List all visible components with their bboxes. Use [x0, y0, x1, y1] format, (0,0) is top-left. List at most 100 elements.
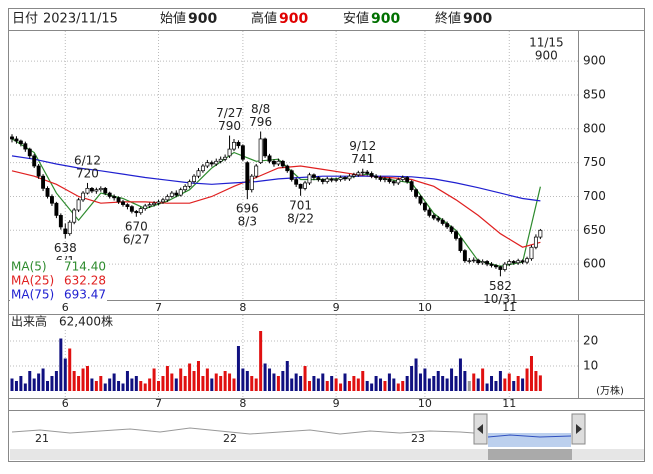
volume-bar [19, 376, 23, 391]
volume-bar [356, 378, 360, 391]
volume-bar [307, 381, 311, 391]
volume-bar [81, 368, 85, 391]
candle-body [285, 165, 290, 172]
candle-body [427, 209, 432, 216]
candle-body [440, 219, 445, 224]
volume-bar [232, 378, 236, 391]
volume-bar [174, 378, 178, 391]
candle-body [63, 228, 68, 235]
annotation-price: 796 [249, 115, 272, 129]
volume-bar [134, 376, 138, 391]
volume-bar [125, 371, 129, 391]
volume-bar [201, 376, 205, 391]
volume-bar [276, 376, 280, 391]
handle-arrow [576, 424, 582, 434]
legend-value: 714.40 [64, 260, 106, 274]
candle-body [89, 187, 94, 192]
candle-body [347, 175, 352, 180]
volume-bar [121, 383, 125, 391]
scrollbar[interactable] [10, 449, 644, 460]
annotation-price: 790 [218, 119, 241, 133]
volume-bar [512, 381, 516, 391]
candle-body [138, 208, 143, 214]
candle-body [471, 259, 476, 262]
candle-body [10, 136, 14, 140]
candle-body [125, 204, 130, 207]
handle-arrow [477, 424, 483, 434]
volume-bar [10, 378, 14, 391]
candle-body [356, 172, 361, 176]
volume-bar [37, 373, 41, 391]
volume-bar [290, 378, 294, 391]
y-tick-label: 600 [583, 257, 606, 271]
candle-body [178, 189, 183, 196]
volume-bar [352, 376, 356, 391]
candle-body [369, 173, 374, 177]
candle-body [343, 177, 347, 180]
candle-body [507, 261, 512, 265]
volume-bar [23, 383, 27, 391]
navigator-line [11, 427, 475, 435]
candle-body [307, 174, 312, 184]
volume-bar [214, 373, 218, 391]
candle-body [422, 202, 427, 211]
candle-body [116, 197, 121, 203]
volume-bar [445, 378, 449, 391]
ma-line [11, 155, 541, 202]
candle-body [378, 177, 383, 180]
volume-bar [316, 378, 320, 391]
annotation-price: 582 [489, 279, 512, 293]
candle-body [511, 261, 516, 264]
x-tick-label: 10 [418, 301, 432, 314]
volume-bar [387, 373, 391, 391]
volume-unit: (万株) [596, 384, 624, 397]
y-tick-label: 750 [583, 155, 606, 169]
legend-name: MA(25) [11, 274, 54, 288]
x-tick-label: 6 [62, 301, 69, 314]
candle-body [462, 250, 467, 262]
volume-bar [148, 378, 152, 391]
volume-bar [192, 371, 196, 391]
volume-bar [117, 381, 121, 391]
legend-value: 632.28 [64, 274, 106, 288]
volume-bar [268, 368, 272, 391]
volume-bar [441, 376, 445, 391]
high-label: 高値 [251, 11, 277, 27]
open-label: 始値 [160, 11, 186, 27]
volume-bar [254, 378, 258, 391]
x-tick-label: 11 [502, 301, 516, 314]
annotation-price: 638 [54, 241, 77, 255]
candle-body [267, 155, 272, 162]
volume-bar [245, 371, 249, 391]
candle-body [169, 192, 174, 197]
candle-body [502, 263, 507, 270]
y-tick-label: 900 [583, 54, 606, 68]
volume-bar [188, 363, 192, 391]
candle-body [294, 179, 299, 185]
scrollbar-thumb[interactable] [488, 449, 572, 460]
annotation-date: 9/12 [349, 139, 376, 153]
navigator-label: 23 [411, 432, 425, 445]
candle-body [263, 138, 268, 157]
date: 2023/11/15 [43, 12, 118, 27]
volume-bar [418, 373, 422, 391]
candle-body [218, 158, 223, 162]
volume-bar [432, 376, 436, 391]
candle-body [72, 209, 77, 223]
y-tick-label: 850 [583, 87, 606, 101]
volume-bar [28, 371, 32, 391]
navigator-label: 21 [35, 432, 49, 445]
volume-bar [54, 371, 58, 391]
volume-bar [241, 368, 245, 391]
volume-bar [476, 378, 480, 391]
candle-body [334, 179, 339, 181]
candle-body [431, 215, 436, 219]
candle-body [489, 263, 494, 266]
annotation-date: 7/27 [216, 106, 243, 120]
legend-value: 693.47 [64, 288, 106, 302]
x-tick-label: 8 [239, 397, 246, 410]
annotation-price: 741 [351, 152, 374, 166]
candle-body [467, 260, 472, 262]
volume-bar [103, 383, 107, 391]
volume-bar [90, 378, 94, 391]
